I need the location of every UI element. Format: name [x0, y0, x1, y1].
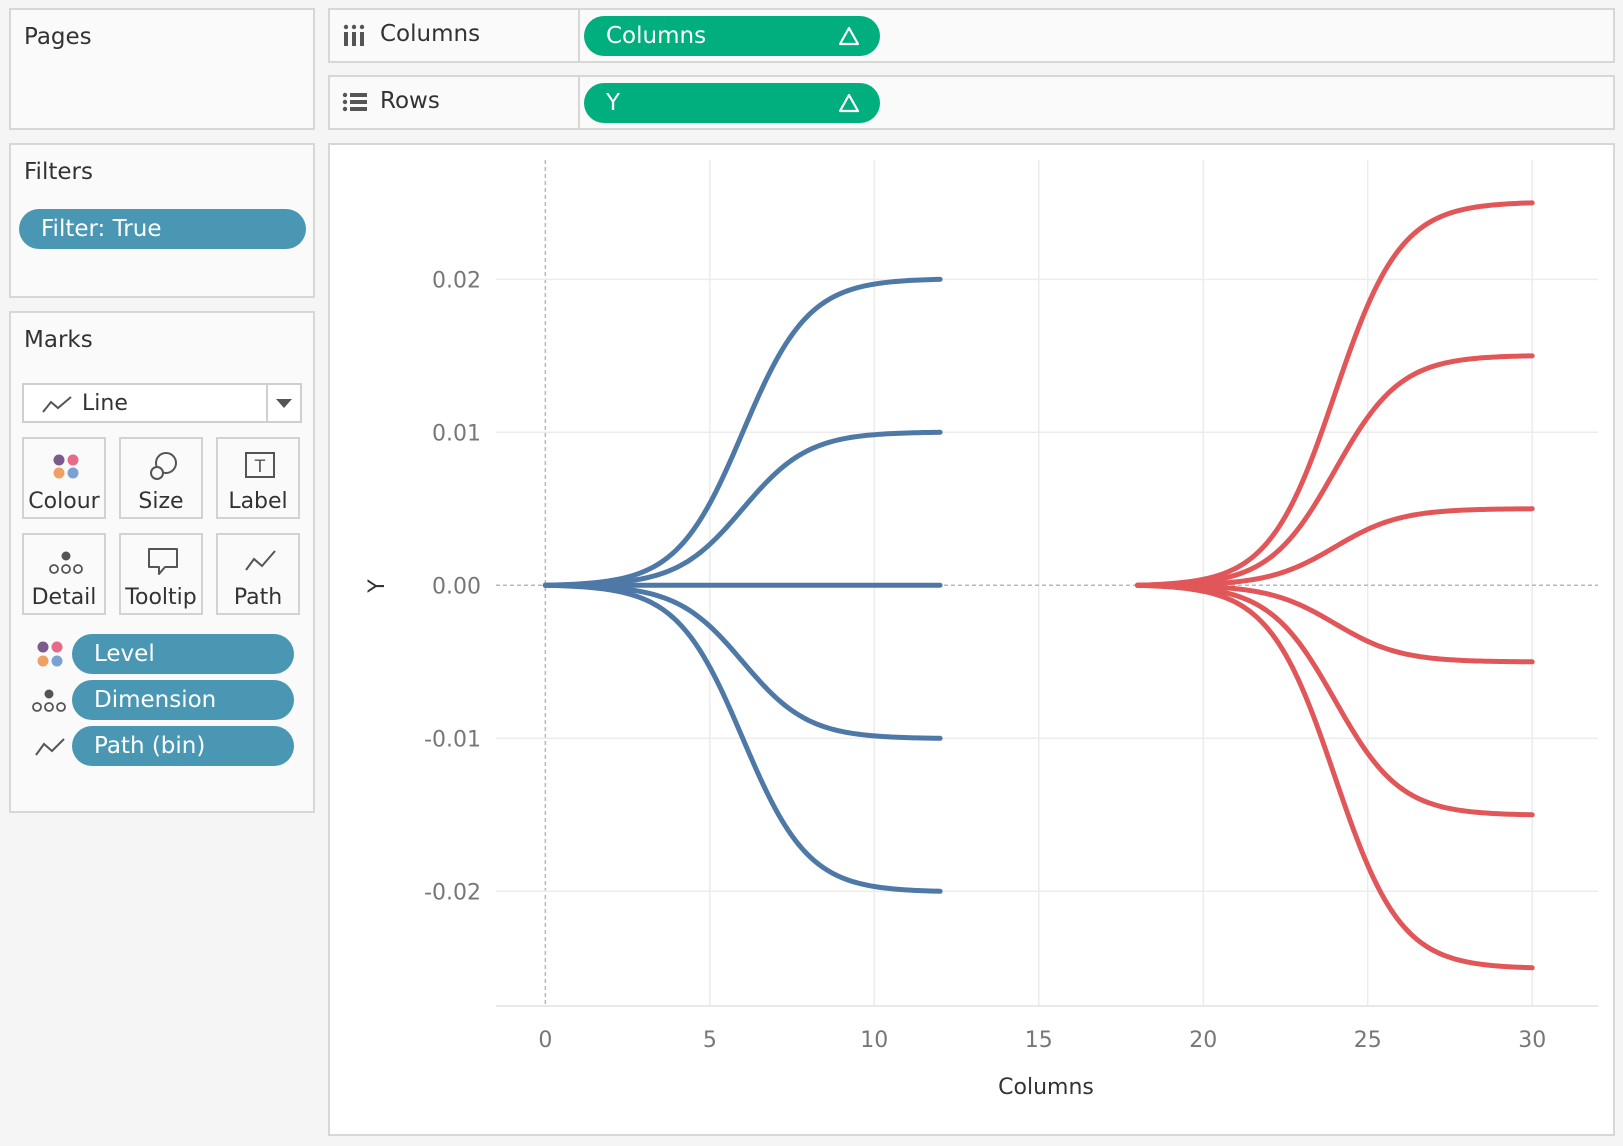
marks-title: Marks — [24, 327, 93, 353]
tooltip-button[interactable]: Tooltip — [119, 533, 203, 615]
dimension-pill[interactable]: Dimension — [72, 680, 294, 720]
size-button[interactable]: Size — [119, 437, 203, 519]
pages-title: Pages — [24, 24, 92, 50]
detail-button[interactable]: Detail — [22, 533, 106, 615]
label-icon: T — [245, 452, 275, 478]
path-icon — [245, 550, 276, 571]
chart-panel — [328, 143, 1615, 1136]
size-icon — [150, 452, 177, 480]
columns-pill-label: Columns — [606, 23, 707, 49]
delta-icon — [838, 26, 860, 46]
shelf-divider — [578, 10, 580, 61]
rows-pill[interactable]: Y — [584, 83, 880, 123]
chevron-down-icon[interactable] — [276, 399, 292, 409]
shelf-divider — [578, 77, 580, 128]
columns-shelf-label: Columns — [380, 21, 481, 47]
dropdown-divider — [266, 385, 268, 421]
columns-pill[interactable]: Columns — [584, 16, 880, 56]
mark-type-label: Line — [82, 391, 128, 416]
mark-type-dropdown[interactable]: Line — [22, 383, 302, 423]
path-icon — [35, 738, 65, 756]
filter-pill[interactable]: Filter: True — [19, 209, 306, 249]
filters-card: Filters Filter: True — [9, 143, 315, 298]
svg-text:T: T — [254, 457, 266, 477]
delta-icon — [838, 93, 860, 113]
columns-icon — [343, 24, 365, 46]
colour-icon — [37, 641, 63, 667]
rows-shelf — [328, 75, 1615, 130]
colour-button[interactable]: Colour — [22, 437, 106, 519]
level-pill[interactable]: Level — [72, 634, 294, 674]
detail-icon — [49, 551, 83, 574]
tooltip-label: Tooltip — [125, 585, 197, 610]
colour-label: Colour — [28, 489, 100, 514]
label-button[interactable]: T Label — [216, 437, 300, 519]
pages-card: Pages — [9, 8, 315, 130]
path-bin-pill[interactable]: Path (bin) — [72, 726, 294, 766]
line-mark-icon — [42, 396, 72, 413]
tooltip-icon — [148, 548, 178, 575]
path-button[interactable]: Path — [216, 533, 300, 615]
rows-shelf-label: Rows — [380, 88, 440, 114]
columns-shelf — [328, 8, 1615, 63]
rows-pill-label: Y — [606, 90, 621, 116]
size-label: Size — [138, 489, 184, 514]
path-label: Path — [233, 585, 283, 610]
label-label: Label — [228, 489, 288, 514]
colour-icon — [53, 454, 79, 479]
detail-label: Detail — [31, 585, 97, 610]
filters-title: Filters — [24, 159, 93, 185]
detail-icon — [32, 689, 66, 712]
rows-icon — [342, 92, 367, 112]
